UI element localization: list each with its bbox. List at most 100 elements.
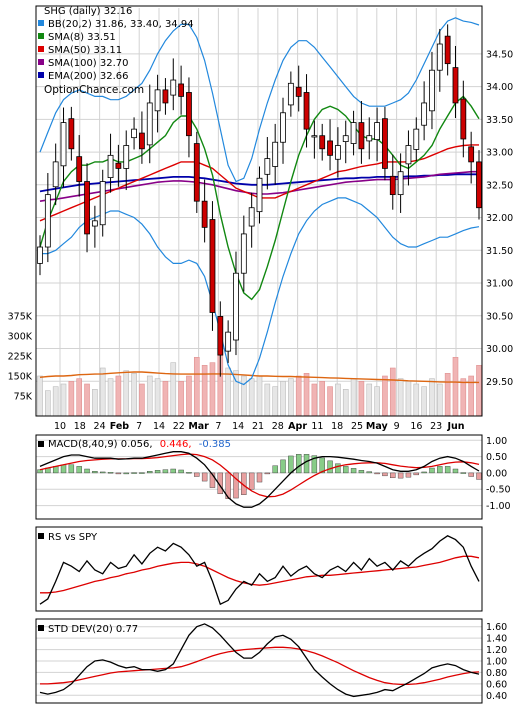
- candle-body: [256, 177, 263, 213]
- macd-hist-bar: [256, 472, 263, 483]
- macd-hist-bar: [476, 472, 482, 480]
- std-tick: 1.60: [486, 622, 507, 633]
- std-legend: STD DEV(20) 0.77: [48, 624, 138, 635]
- volume-bar: [225, 367, 231, 417]
- macd-hist-bar: [248, 472, 255, 490]
- price-tick: 33.50: [486, 115, 513, 126]
- volume-bar: [209, 362, 216, 417]
- candle-body: [319, 135, 326, 150]
- legend-sma8: SMA(8) 33.51: [48, 32, 116, 43]
- volume-bar: [60, 383, 67, 417]
- candle-body: [37, 246, 43, 264]
- date-tick: 16: [410, 421, 422, 432]
- volume-bar: [382, 375, 388, 417]
- candle-body: [342, 135, 349, 142]
- std-tick: 0.60: [486, 679, 507, 690]
- macd-hist-bar: [233, 472, 239, 499]
- macd-hist-bar: [201, 472, 208, 482]
- macd-hist-bar: [60, 464, 67, 474]
- macd-frame: [35, 434, 483, 520]
- volume-bar: [280, 381, 286, 417]
- date-tick: 21: [252, 421, 264, 432]
- candle-body: [84, 181, 90, 235]
- price-tick: 30.50: [486, 311, 513, 322]
- macd-hist-bar: [84, 468, 90, 474]
- macd-hist-bar: [76, 466, 82, 474]
- rs-panel: RS vs SPY: [35, 526, 483, 612]
- volume-bar: [154, 378, 161, 417]
- candle-body: [397, 171, 404, 196]
- date-tick: Apr: [288, 421, 307, 432]
- legend-bb-swatch: [38, 20, 44, 26]
- candle-body: [334, 145, 341, 160]
- volume-bar: [139, 383, 145, 417]
- volume-bar: [123, 370, 130, 417]
- std-tick: 0.40: [486, 691, 507, 702]
- candle-body: [170, 79, 177, 96]
- std-line: [39, 623, 480, 698]
- candle-body: [460, 98, 467, 140]
- volume-bar: [76, 378, 82, 417]
- candle-body: [193, 143, 200, 202]
- candle-body: [468, 146, 475, 163]
- std-legend-swatch: [38, 625, 44, 631]
- macd-hist-bar: [350, 468, 357, 474]
- macd-hist-bar: [421, 471, 427, 474]
- candle-body: [107, 154, 114, 179]
- volume-bar: [99, 367, 106, 417]
- legend-title: SHG (daily) 32.16: [44, 6, 132, 17]
- date-tick: 10: [54, 421, 66, 432]
- candle-body: [99, 181, 106, 226]
- candle-body: [287, 82, 294, 106]
- date-tick: Mar: [188, 421, 209, 432]
- macd-hist-bar: [115, 472, 122, 475]
- macd-hist-bar: [382, 472, 388, 477]
- macd-hist-bar: [390, 472, 396, 479]
- macd-hist-bar: [397, 472, 404, 479]
- legend-sma100-swatch: [38, 59, 44, 65]
- rs-line: [39, 535, 480, 606]
- volume-tick: 75K: [14, 392, 33, 403]
- candle-body: [295, 86, 302, 97]
- macd-legend: MACD(8,40,9) 0.056, 0.446, -0.385: [48, 439, 231, 450]
- legend: SHG (daily) 32.16 BB(20,2) 31.86, 33.40,…: [38, 6, 194, 96]
- candle-body: [91, 220, 98, 227]
- candle-body: [186, 92, 192, 137]
- macd-tick: 0.50: [486, 452, 507, 463]
- volume-ma-line: [39, 371, 479, 384]
- volume-bar: [452, 357, 459, 417]
- macd-hist-bar: [358, 470, 365, 474]
- volume-bar: [186, 375, 192, 417]
- candle-body: [452, 67, 459, 104]
- macd-hist-bar: [444, 466, 451, 474]
- macd-hist-bar: [162, 469, 169, 474]
- candle-body: [272, 141, 279, 167]
- candle-body: [374, 122, 380, 141]
- volume-bar: [429, 378, 435, 417]
- std-tick: 1.00: [486, 657, 507, 668]
- volume-bar: [444, 373, 451, 417]
- volume-bar: [421, 386, 427, 417]
- macd-hist-bar: [100, 471, 106, 474]
- volume-bar: [107, 378, 114, 417]
- volume-bar: [437, 383, 443, 417]
- price-tick: 34.00: [486, 82, 513, 93]
- macd-hist-bar: [374, 472, 380, 475]
- volume-bar: [37, 375, 43, 417]
- legend-ema200: EMA(200) 32.66: [48, 71, 128, 82]
- price-frame: [35, 5, 483, 417]
- macd-hist-bar: [429, 467, 435, 474]
- volume-bar: [335, 383, 341, 417]
- candle-body: [240, 233, 247, 274]
- candle-body: [233, 272, 239, 341]
- volume-bar: [84, 383, 90, 417]
- volume-bar: [389, 367, 396, 417]
- volume-bar: [405, 381, 412, 417]
- volume-bar: [256, 375, 263, 417]
- macd-hist-bar: [452, 468, 459, 474]
- date-tick: 23: [430, 421, 442, 432]
- volume-bar: [178, 381, 184, 417]
- candle-body: [366, 135, 373, 142]
- date-tick: 18: [74, 421, 86, 432]
- std-tick: 1.20: [486, 645, 507, 656]
